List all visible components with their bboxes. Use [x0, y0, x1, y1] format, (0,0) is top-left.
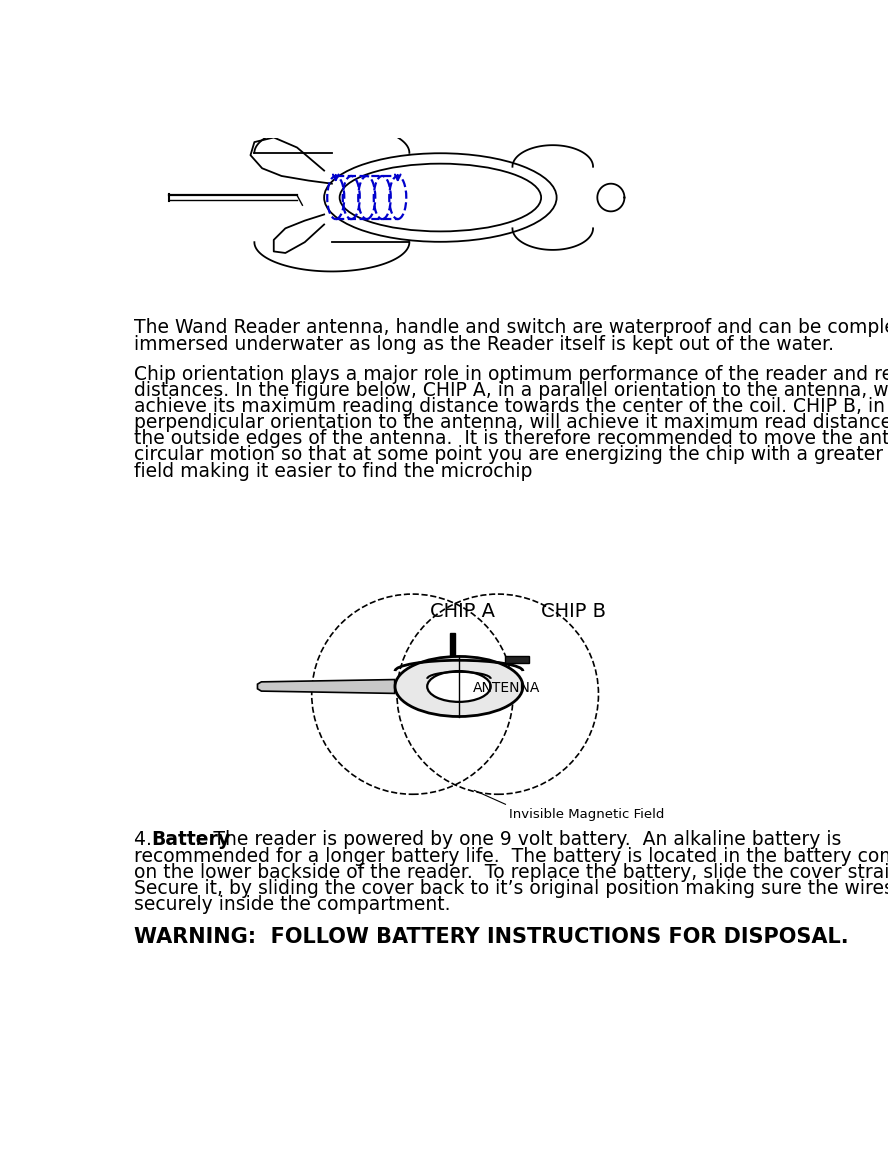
Text: Secure it, by sliding the cover back to it’s original position making sure the w: Secure it, by sliding the cover back to …	[134, 879, 888, 897]
Text: :  The reader is powered by one 9 volt battery.  An alkaline battery is: : The reader is powered by one 9 volt ba…	[194, 831, 841, 849]
Ellipse shape	[395, 657, 523, 717]
Text: distances. In the figure below, CHIP A, in a parallel orientation to the antenna: distances. In the figure below, CHIP A, …	[134, 381, 888, 400]
Bar	[505, 657, 528, 664]
Text: the outside edges of the antenna.  It is therefore recommended to move the anten: the outside edges of the antenna. It is …	[134, 430, 888, 448]
Text: achieve its maximum reading distance towards the center of the coil. CHIP B, in : achieve its maximum reading distance tow…	[134, 397, 888, 416]
Text: field making it easier to find the microchip: field making it easier to find the micro…	[134, 462, 533, 480]
Text: CHIP A: CHIP A	[430, 602, 495, 621]
Ellipse shape	[427, 672, 491, 702]
Text: Invisible Magnetic Field: Invisible Magnetic Field	[510, 809, 665, 821]
Text: perpendicular orientation to the antenna, will achieve it maximum read distance : perpendicular orientation to the antenna…	[134, 414, 888, 432]
Text: circular motion so that at some point you are energizing the chip with a greater: circular motion so that at some point yo…	[134, 446, 888, 464]
Text: on the lower backside of the reader.  To replace the battery, slide the cover st: on the lower backside of the reader. To …	[134, 863, 888, 881]
Text: recommended for a longer battery life.  The battery is located in the battery co: recommended for a longer battery life. T…	[134, 847, 888, 865]
Polygon shape	[258, 680, 394, 694]
Bar	[450, 634, 456, 657]
Ellipse shape	[339, 164, 541, 232]
Text: Chip orientation plays a major role in optimum performance of the reader and rea: Chip orientation plays a major role in o…	[134, 365, 888, 384]
Text: The Wand Reader antenna, handle and switch are waterproof and can be completely: The Wand Reader antenna, handle and swit…	[134, 318, 888, 338]
Text: 4.: 4.	[134, 831, 158, 849]
Text: WARNING:  FOLLOW BATTERY INSTRUCTIONS FOR DISPOSAL.: WARNING: FOLLOW BATTERY INSTRUCTIONS FOR…	[134, 926, 849, 947]
Text: CHIP B: CHIP B	[541, 602, 607, 621]
Text: securely inside the compartment.: securely inside the compartment.	[134, 895, 451, 915]
Text: immersed underwater as long as the Reader itself is kept out of the water.: immersed underwater as long as the Reade…	[134, 334, 834, 354]
Text: ANTENNA: ANTENNA	[473, 681, 541, 695]
Text: Battery: Battery	[151, 831, 230, 849]
